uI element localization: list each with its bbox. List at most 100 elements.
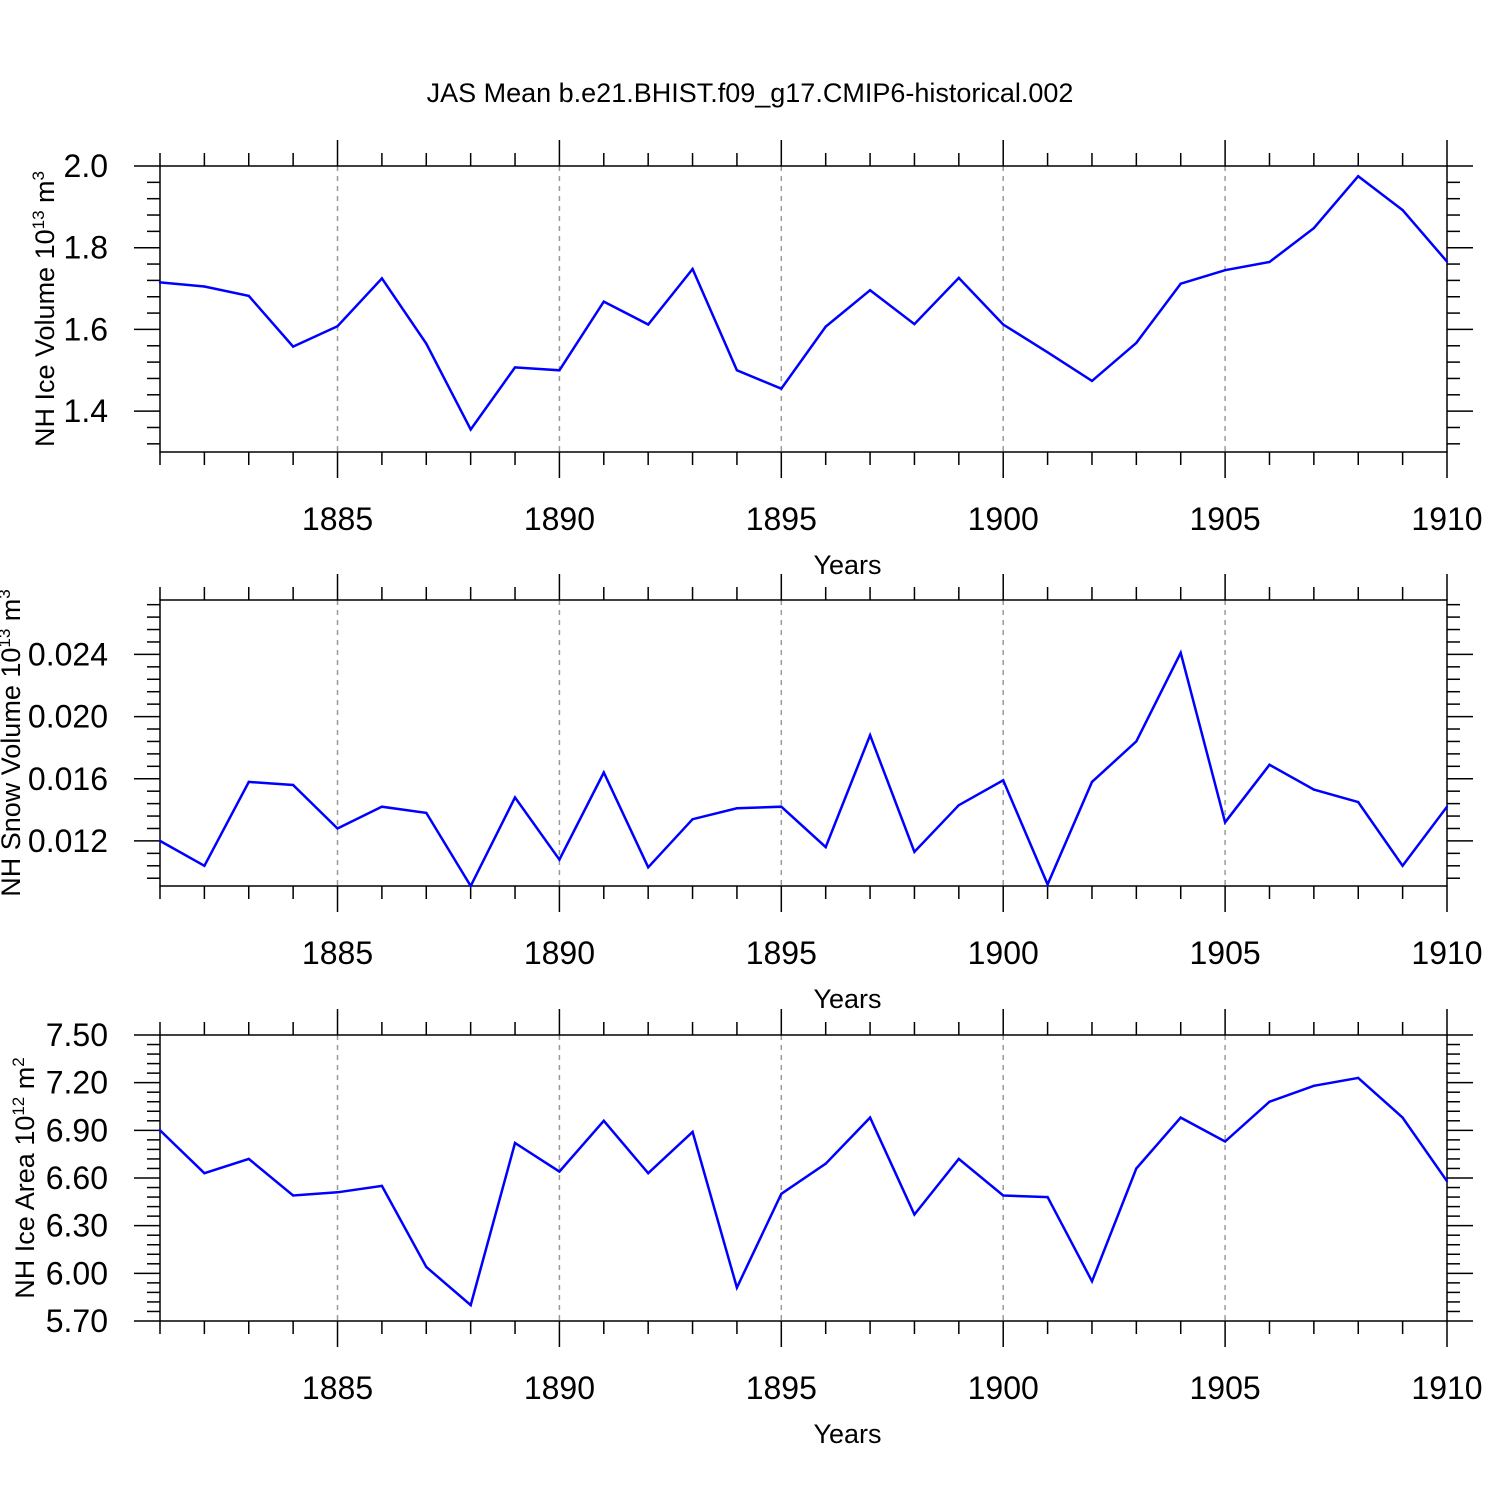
y-tick-label: 1.8 bbox=[64, 230, 108, 266]
x-tick-label: 1905 bbox=[1190, 1370, 1261, 1406]
data-point bbox=[1135, 341, 1138, 345]
data-point bbox=[824, 325, 827, 328]
x-tick-label: 1890 bbox=[524, 1370, 595, 1406]
x-tick-label: 1895 bbox=[746, 935, 817, 971]
data-point bbox=[824, 1162, 827, 1165]
data-point bbox=[513, 366, 517, 369]
data-point bbox=[913, 850, 916, 854]
data-point bbox=[425, 811, 428, 815]
data-point bbox=[1223, 268, 1227, 272]
data-point bbox=[336, 324, 339, 328]
series-line bbox=[160, 1076, 1447, 1308]
data-point bbox=[558, 858, 561, 861]
x-axis-title: Years bbox=[813, 550, 881, 580]
data-point bbox=[1268, 1100, 1271, 1103]
y-tick-label: 5.70 bbox=[46, 1303, 108, 1339]
data-point bbox=[646, 866, 650, 869]
y-tick-label: 1.4 bbox=[64, 393, 108, 429]
data-point bbox=[957, 803, 961, 807]
data-point bbox=[380, 277, 384, 280]
series-line bbox=[160, 174, 1447, 432]
y-axis-title: NH Snow Volume 1013 m3 bbox=[0, 589, 26, 897]
x-tick-label: 1885 bbox=[302, 1370, 373, 1406]
panel-3: 1885 1890 1895 1900 1905 1910 Years 5.70 6.00 6.3… bbox=[9, 1009, 1483, 1449]
data-point bbox=[646, 323, 650, 326]
data-point bbox=[158, 839, 162, 843]
y-tick-label: 0.024 bbox=[28, 636, 108, 672]
y-tick-label: 6.90 bbox=[46, 1112, 108, 1148]
data-point bbox=[469, 1303, 472, 1307]
y-axis-title: NH Ice Volume 1013 m3 bbox=[29, 171, 60, 447]
data-point bbox=[1357, 800, 1360, 804]
data-point bbox=[691, 817, 694, 821]
data-point bbox=[1002, 779, 1005, 782]
y-tick-label: 6.30 bbox=[46, 1208, 108, 1244]
data-point bbox=[425, 342, 428, 345]
data-point bbox=[602, 771, 605, 774]
panel-2: 1885 1890 1895 1900 1905 1910 Years 0.012 0.016 0… bbox=[0, 574, 1483, 1014]
data-point bbox=[602, 300, 605, 303]
series-line bbox=[160, 649, 1447, 888]
data-point bbox=[1179, 282, 1182, 285]
data-point bbox=[1312, 226, 1316, 230]
data-point bbox=[1135, 1167, 1138, 1170]
data-point bbox=[1002, 323, 1005, 326]
data-point bbox=[1223, 1140, 1227, 1143]
y-axis-title-exponent: 13 bbox=[0, 629, 14, 648]
data-point bbox=[735, 369, 739, 372]
data-point bbox=[1046, 351, 1049, 354]
data-point bbox=[1179, 1116, 1182, 1119]
data-point bbox=[247, 1157, 250, 1161]
data-point bbox=[203, 864, 206, 867]
data-point bbox=[780, 387, 783, 390]
data-point bbox=[1445, 805, 1449, 808]
x-axis-title: Years bbox=[813, 1419, 881, 1449]
data-point bbox=[558, 1170, 561, 1173]
data-point bbox=[513, 1141, 517, 1145]
data-point bbox=[158, 281, 162, 284]
data-point bbox=[868, 734, 872, 737]
data-point bbox=[1401, 208, 1404, 212]
x-tick-label: 1890 bbox=[524, 501, 595, 537]
y-axis-title-main: NH Ice Area 10 bbox=[10, 1116, 40, 1299]
data-point bbox=[425, 1265, 428, 1269]
data-point bbox=[469, 428, 472, 431]
data-point bbox=[558, 369, 561, 372]
data-point bbox=[291, 345, 295, 348]
data-point bbox=[203, 1172, 206, 1175]
data-point bbox=[1223, 821, 1227, 824]
data-point bbox=[1401, 864, 1404, 867]
y-tick-label: 1.6 bbox=[64, 311, 108, 347]
x-tick-label: 1895 bbox=[746, 501, 817, 537]
data-point bbox=[602, 1119, 605, 1123]
y-tick-label: 6.60 bbox=[46, 1160, 108, 1196]
data-point bbox=[646, 1172, 650, 1175]
y-tick-label: 6.00 bbox=[46, 1255, 108, 1291]
data-point bbox=[735, 807, 739, 810]
data-point bbox=[1046, 883, 1049, 886]
y-axis-title: NH Ice Area 1012 m2 bbox=[9, 1057, 40, 1298]
data-point bbox=[780, 1192, 783, 1196]
data-point bbox=[513, 796, 517, 799]
x-tick-label: 1905 bbox=[1190, 501, 1261, 537]
x-tick-label: 1885 bbox=[302, 501, 373, 537]
panel-1: 1885 1890 1895 1900 1905 1910 Years 1.4 1.6 1.8 2.… bbox=[29, 140, 1483, 580]
x-tick-label: 1910 bbox=[1411, 501, 1482, 537]
x-tick-label: 1890 bbox=[524, 935, 595, 971]
y-tick-label: 0.016 bbox=[28, 761, 108, 797]
data-point bbox=[291, 1194, 295, 1197]
data-point bbox=[957, 1157, 961, 1161]
y-axis-title-unit: m bbox=[10, 1067, 40, 1097]
data-point bbox=[1135, 740, 1138, 743]
data-point bbox=[1357, 175, 1360, 178]
y-tick-label: 7.20 bbox=[46, 1065, 108, 1101]
chart-title: JAS Mean b.e21.BHIST.f09_g17.CMIP6-histo… bbox=[427, 78, 1074, 108]
x-tick-label: 1885 bbox=[302, 935, 373, 971]
x-tick-label: 1905 bbox=[1190, 935, 1261, 971]
data-point bbox=[1179, 651, 1182, 655]
data-point bbox=[1090, 780, 1094, 784]
data-point bbox=[913, 322, 916, 326]
data-point bbox=[1268, 763, 1271, 766]
